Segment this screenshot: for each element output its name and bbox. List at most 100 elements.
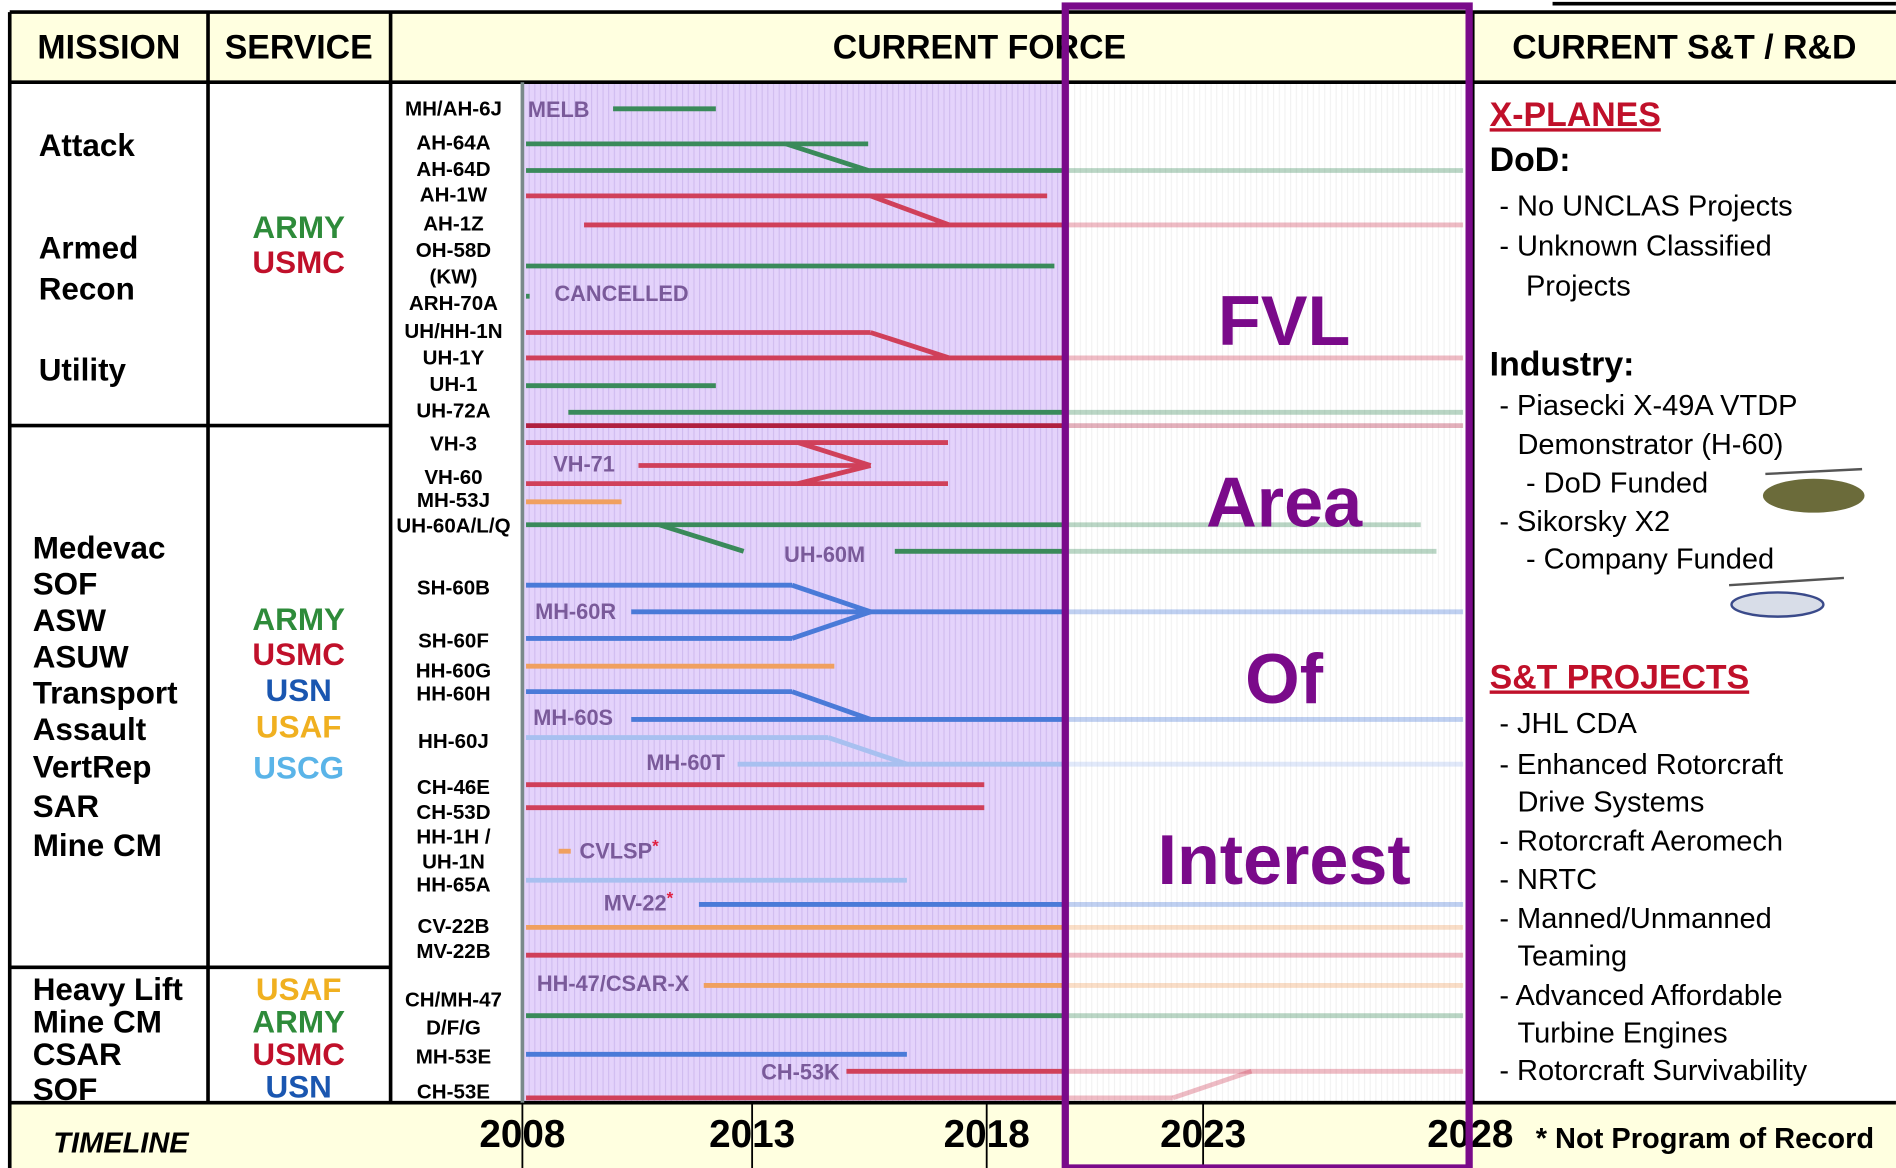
not-program-mark: * [652,837,659,856]
fvl-text: Area [1206,463,1363,541]
program-label: MH-60R [535,599,616,624]
aircraft-label: D/F/G [426,1016,481,1039]
industry-item: - DoD Funded [1526,468,1708,500]
x-planes-title: X-PLANES [1490,96,1661,134]
program-label: CVLSP* [580,837,660,863]
service: USN [266,1070,332,1105]
aircraft-label: (KW) [430,266,478,289]
industry-item: - Company Funded [1526,544,1774,576]
aircraft-label: UH-72A [416,400,490,423]
mission: Attack [39,128,136,163]
aircraft-label: MH-53J [417,489,490,512]
aircraft-label: HH-1H / [416,825,490,848]
program-label-text: MV-22 [604,890,667,915]
service: USCG [253,750,344,785]
header-current-force: CURRENT FORCE [833,29,1126,67]
aircraft-label: UH/HH-1N [404,320,502,343]
aircraft-label: MH-53E [416,1045,491,1068]
mission: Mine CM [33,1004,162,1039]
aircraft-label: SH-60F [418,629,489,652]
service: USMC [252,637,345,672]
st-project-item: - Rotorcraft Aeromech [1499,825,1783,857]
aircraft-label: AH-64A [416,131,490,154]
st-project-item: Drive Systems [1517,787,1704,819]
current-force-area [522,82,1061,1102]
aircraft-label: MH/AH-6J [405,97,502,120]
mission: Medevac [33,530,166,565]
service: USMC [252,1037,345,1072]
aircraft-label: MV-22B [416,940,490,963]
program-label: CANCELLED [554,281,688,306]
aircraft-label: HH-60J [418,730,489,753]
mission: ASUW [33,639,129,674]
header-service: SERVICE [225,29,373,67]
aircraft-label: CH-53D [416,801,490,824]
service: ARMY [252,1004,345,1039]
not-program-mark: * [667,889,674,908]
program-label: MH-60S [533,705,613,730]
aircraft-label: CH/MH-47 [405,989,502,1012]
mission: Utility [39,353,127,388]
header-st-rd: CURRENT S&T / R&D [1512,29,1856,67]
mission: Assault [33,712,147,747]
aircraft-label: HH-60H [416,683,490,706]
fvl-text: FVL [1218,282,1350,360]
st-project-item: Teaming [1517,940,1627,972]
program-label: MV-22* [604,889,674,915]
aircraft-label: VH-3 [430,432,477,455]
program-label: CH-53K [761,1059,840,1084]
service: USMC [252,245,345,280]
aircraft-label: UH-1Y [423,347,485,370]
fvl-text: Interest [1157,821,1410,899]
aircraft-label: HH-65A [416,874,490,897]
mission: SAR [33,789,100,824]
st-project-item: - Advanced Affordable [1499,980,1782,1012]
dod-item: - Unknown Classified [1499,231,1771,263]
industry-item: - Piasecki X-49A VTDP [1499,390,1797,422]
mission: ASW [33,603,107,638]
dod-item: - No UNCLAS Projects [1499,191,1792,223]
industry-title: Industry: [1490,345,1635,383]
aircraft-label: SH-60B [417,576,490,599]
service: ARMY [252,210,345,245]
mission: SOF [33,567,98,602]
aircraft-label: HH-60G [416,660,491,683]
service: USN [266,673,332,708]
program-label: VH-71 [553,451,615,476]
aircraft-label: CV-22B [417,915,489,938]
st-projects-title: S&T PROJECTS [1490,658,1750,696]
header-mission: MISSION [37,29,180,67]
program-label: UH-60M [784,542,865,567]
mission: VertRep [33,749,152,784]
aircraft-label: ARH-70A [409,292,498,315]
st-project-item: - Enhanced Rotorcraft [1499,749,1783,781]
aircraft-label: CH-46E [417,776,490,799]
aircraft-label: AH-1Z [423,212,484,235]
aircraft-label: VH-60 [424,466,482,489]
dod-item: Projects [1526,270,1631,302]
aircraft-label: AH-1W [420,183,488,206]
mission: Armed [39,231,139,266]
industry-item: Demonstrator (H-60) [1517,429,1783,461]
fvl-area [1062,82,1473,1102]
st-project-item: Turbine Engines [1517,1018,1727,1050]
fvl-text: Of [1245,640,1324,718]
timeline-label: TIMELINE [53,1128,190,1160]
program-label: MELB [528,97,590,122]
service: ARMY [252,602,345,637]
aircraft-label: UH-1 [429,373,477,396]
st-project-item: - Rotorcraft Survivability [1499,1055,1807,1087]
mission: Recon [39,272,135,307]
slide: MISSION SERVICE CURRENT FORCE CURRENT S&T /… [0,0,1896,1168]
st-project-item: - Manned/Unmanned [1499,903,1771,935]
page: {"header": {"mission": "MISSION", "servi… [0,0,1896,1168]
aircraft-label: UH-60A/L/Q [396,515,510,538]
mission: Heavy Lift [33,972,184,1007]
mission: SOF [33,1072,98,1107]
mission: Mine CM [33,828,162,863]
st-project-item: - JHL CDA [1499,708,1637,740]
program-label: HH-47/CSAR-X [537,971,690,996]
service: USAF [256,709,342,744]
industry-item: - Sikorsky X2 [1499,506,1670,538]
service: USAF [256,972,342,1007]
